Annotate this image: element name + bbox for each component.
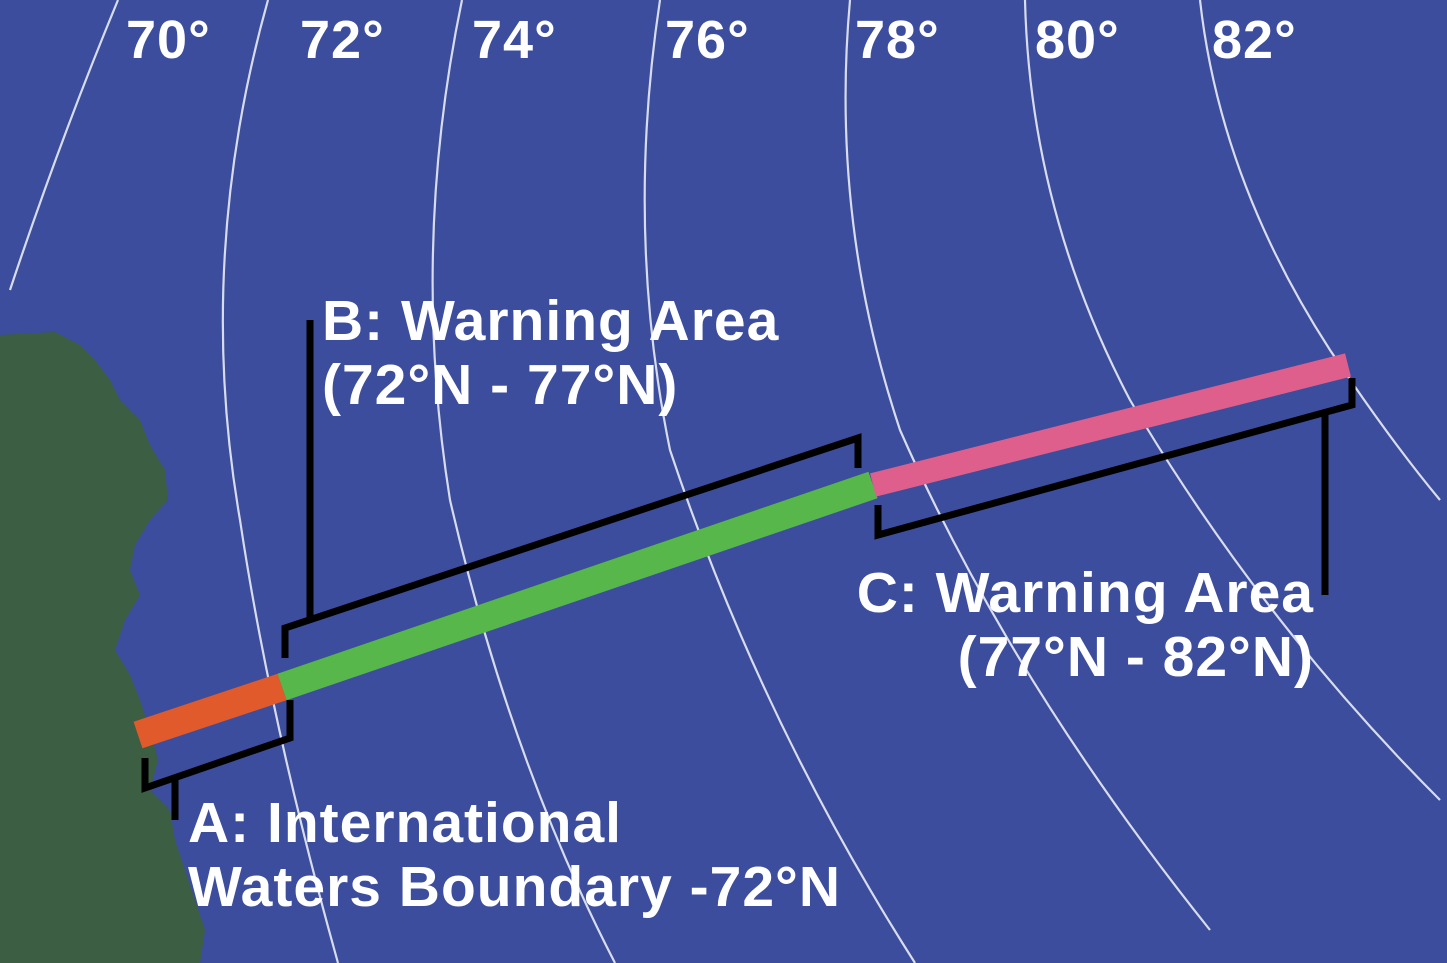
area-a-label: A: International Waters Boundary -72°N	[188, 791, 841, 920]
bracket-c	[874, 378, 1356, 540]
grid-arc-76	[643, 0, 916, 963]
latitude-label-76: 76°	[665, 10, 750, 70]
latitude-label-72: 72°	[300, 10, 385, 70]
latitude-label-82: 82°	[1212, 10, 1297, 70]
grid-arc-82	[1198, 0, 1441, 501]
bracket-lines	[141, 320, 1356, 820]
bracket-b	[281, 433, 862, 658]
grid-arc-78	[844, 0, 1211, 931]
area-c-title: C: Warning Area	[856, 561, 1314, 625]
grid-arc-74	[431, 0, 616, 963]
land-mass	[0, 332, 205, 963]
segment-c-warning-area	[870, 353, 1351, 497]
latitude-label-74: 74°	[472, 10, 557, 70]
area-a-boundary: Waters Boundary -72°N	[188, 854, 841, 919]
area-b-range: (72°N - 77°N)	[322, 352, 679, 417]
route-segments	[133, 353, 1351, 749]
area-b-title: B: Warning Area	[322, 289, 780, 353]
latitude-label-80: 80°	[1035, 10, 1120, 70]
latitude-label-70: 70°	[126, 10, 211, 70]
area-c-range: (77°N - 82°N)	[957, 624, 1314, 689]
segment-a-international-waters	[133, 673, 287, 749]
segment-b-warning-area	[277, 471, 878, 701]
grid-arc-72	[221, 0, 340, 963]
grid-arc-70	[8, 0, 120, 291]
latitude-label-78: 78°	[855, 10, 940, 70]
grid-arc-80	[1023, 0, 1441, 801]
area-b-label: B: Warning Area (72°N - 77°N)	[322, 289, 780, 418]
bracket-a	[141, 700, 294, 793]
area-a-title: A: International	[188, 791, 623, 855]
latitude-grid-lines	[8, 0, 1441, 963]
area-c-label: C: Warning Area (77°N - 82°N)	[800, 561, 1314, 690]
